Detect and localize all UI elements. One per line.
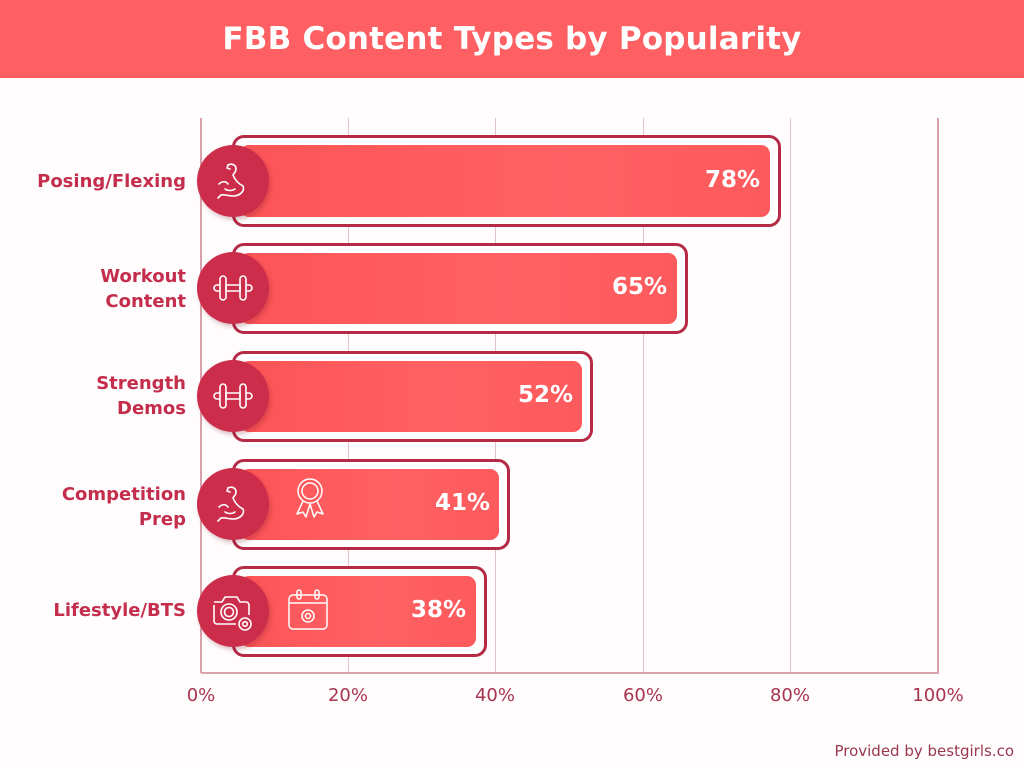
bar	[240, 361, 582, 432]
calendar-gear-icon	[288, 589, 328, 630]
x-tick-label: 80%	[769, 685, 810, 706]
category-label: Competition Prep	[61, 484, 186, 530]
bar	[240, 253, 677, 324]
x-tick-label: 60%	[622, 685, 663, 706]
bar-value-label: 41%	[434, 490, 490, 516]
x-tick-label: 20%	[327, 685, 368, 706]
category-label: Posing/Flexing	[37, 171, 186, 192]
title-banner: FBB Content Types by Popularity	[0, 0, 1024, 78]
bar	[240, 145, 770, 217]
chart-title: FBB Content Types by Popularity	[222, 21, 802, 57]
category-label: Lifestyle/BTS	[53, 600, 186, 621]
bar-value-label: 52%	[517, 382, 573, 408]
bar-value-label: 38%	[410, 597, 466, 623]
x-tick-label: 100%	[912, 685, 964, 706]
source-credit: Provided by bestgirls.co	[834, 742, 1014, 760]
category-label: Strength Demos	[96, 373, 186, 419]
bar-value-label: 78%	[704, 167, 760, 193]
x-tick-label: 0%	[186, 685, 216, 706]
x-axis-line	[201, 672, 939, 674]
bar-value-label: 65%	[611, 274, 667, 300]
award-ribbon-icon	[296, 478, 324, 518]
bar	[240, 469, 499, 540]
flexed-bicep-icon	[197, 468, 269, 540]
dumbbell-icon	[197, 252, 269, 324]
category-label: Workout Content	[100, 266, 186, 312]
grid-line-100	[937, 118, 939, 673]
grid-line-80	[790, 118, 791, 673]
grid-line-60	[643, 118, 644, 673]
dumbbell-icon	[197, 360, 269, 432]
camera-gear-icon	[197, 575, 269, 647]
bar	[240, 576, 476, 647]
flexed-bicep-icon	[197, 145, 269, 217]
x-tick-label: 40%	[474, 685, 515, 706]
